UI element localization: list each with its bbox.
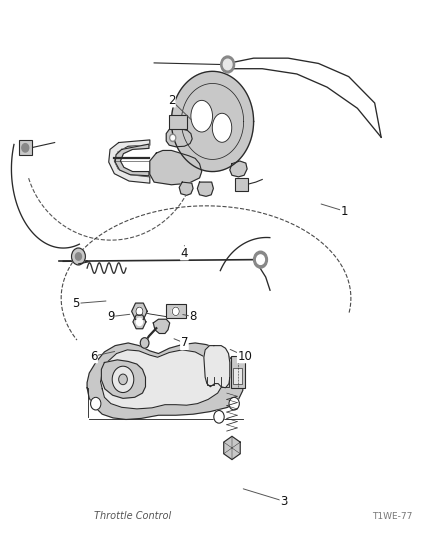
FancyBboxPatch shape bbox=[235, 178, 248, 191]
Polygon shape bbox=[166, 129, 192, 147]
FancyBboxPatch shape bbox=[231, 356, 245, 389]
Circle shape bbox=[136, 318, 142, 326]
Text: 1: 1 bbox=[341, 205, 348, 217]
FancyBboxPatch shape bbox=[233, 368, 242, 384]
Polygon shape bbox=[204, 345, 230, 388]
Text: 5: 5 bbox=[73, 297, 80, 310]
Circle shape bbox=[172, 307, 179, 316]
Polygon shape bbox=[198, 182, 213, 196]
Polygon shape bbox=[230, 161, 247, 177]
Text: 6: 6 bbox=[90, 350, 97, 362]
Ellipse shape bbox=[212, 114, 232, 142]
Circle shape bbox=[119, 374, 127, 385]
Text: 7: 7 bbox=[180, 336, 188, 350]
Circle shape bbox=[170, 134, 176, 141]
FancyBboxPatch shape bbox=[19, 140, 32, 155]
Circle shape bbox=[22, 143, 29, 152]
Circle shape bbox=[171, 136, 174, 140]
Polygon shape bbox=[153, 319, 170, 334]
Polygon shape bbox=[109, 140, 150, 183]
Text: 2: 2 bbox=[168, 94, 175, 107]
Ellipse shape bbox=[191, 100, 212, 132]
Polygon shape bbox=[87, 343, 243, 419]
Polygon shape bbox=[101, 360, 145, 398]
Circle shape bbox=[71, 248, 85, 265]
Polygon shape bbox=[171, 71, 254, 172]
Polygon shape bbox=[100, 350, 223, 409]
FancyBboxPatch shape bbox=[166, 304, 186, 318]
Circle shape bbox=[214, 410, 224, 423]
Polygon shape bbox=[132, 303, 147, 320]
Text: Throttle Control: Throttle Control bbox=[94, 511, 171, 521]
Polygon shape bbox=[115, 144, 149, 176]
Circle shape bbox=[229, 397, 239, 410]
Circle shape bbox=[257, 255, 265, 264]
Polygon shape bbox=[133, 315, 146, 329]
Polygon shape bbox=[179, 182, 193, 195]
Text: T1WE-77: T1WE-77 bbox=[372, 512, 412, 521]
Text: 4: 4 bbox=[180, 247, 188, 260]
Text: 9: 9 bbox=[107, 310, 115, 323]
Circle shape bbox=[223, 59, 232, 70]
Circle shape bbox=[91, 397, 101, 410]
Text: 8: 8 bbox=[189, 310, 197, 323]
Circle shape bbox=[136, 307, 143, 316]
Circle shape bbox=[221, 56, 235, 73]
Text: 3: 3 bbox=[280, 495, 288, 508]
Polygon shape bbox=[150, 150, 202, 185]
Text: 10: 10 bbox=[237, 350, 252, 362]
Circle shape bbox=[75, 253, 81, 260]
Circle shape bbox=[112, 366, 134, 393]
FancyBboxPatch shape bbox=[169, 115, 187, 129]
Circle shape bbox=[140, 338, 149, 348]
Circle shape bbox=[254, 251, 268, 268]
Polygon shape bbox=[224, 437, 240, 459]
